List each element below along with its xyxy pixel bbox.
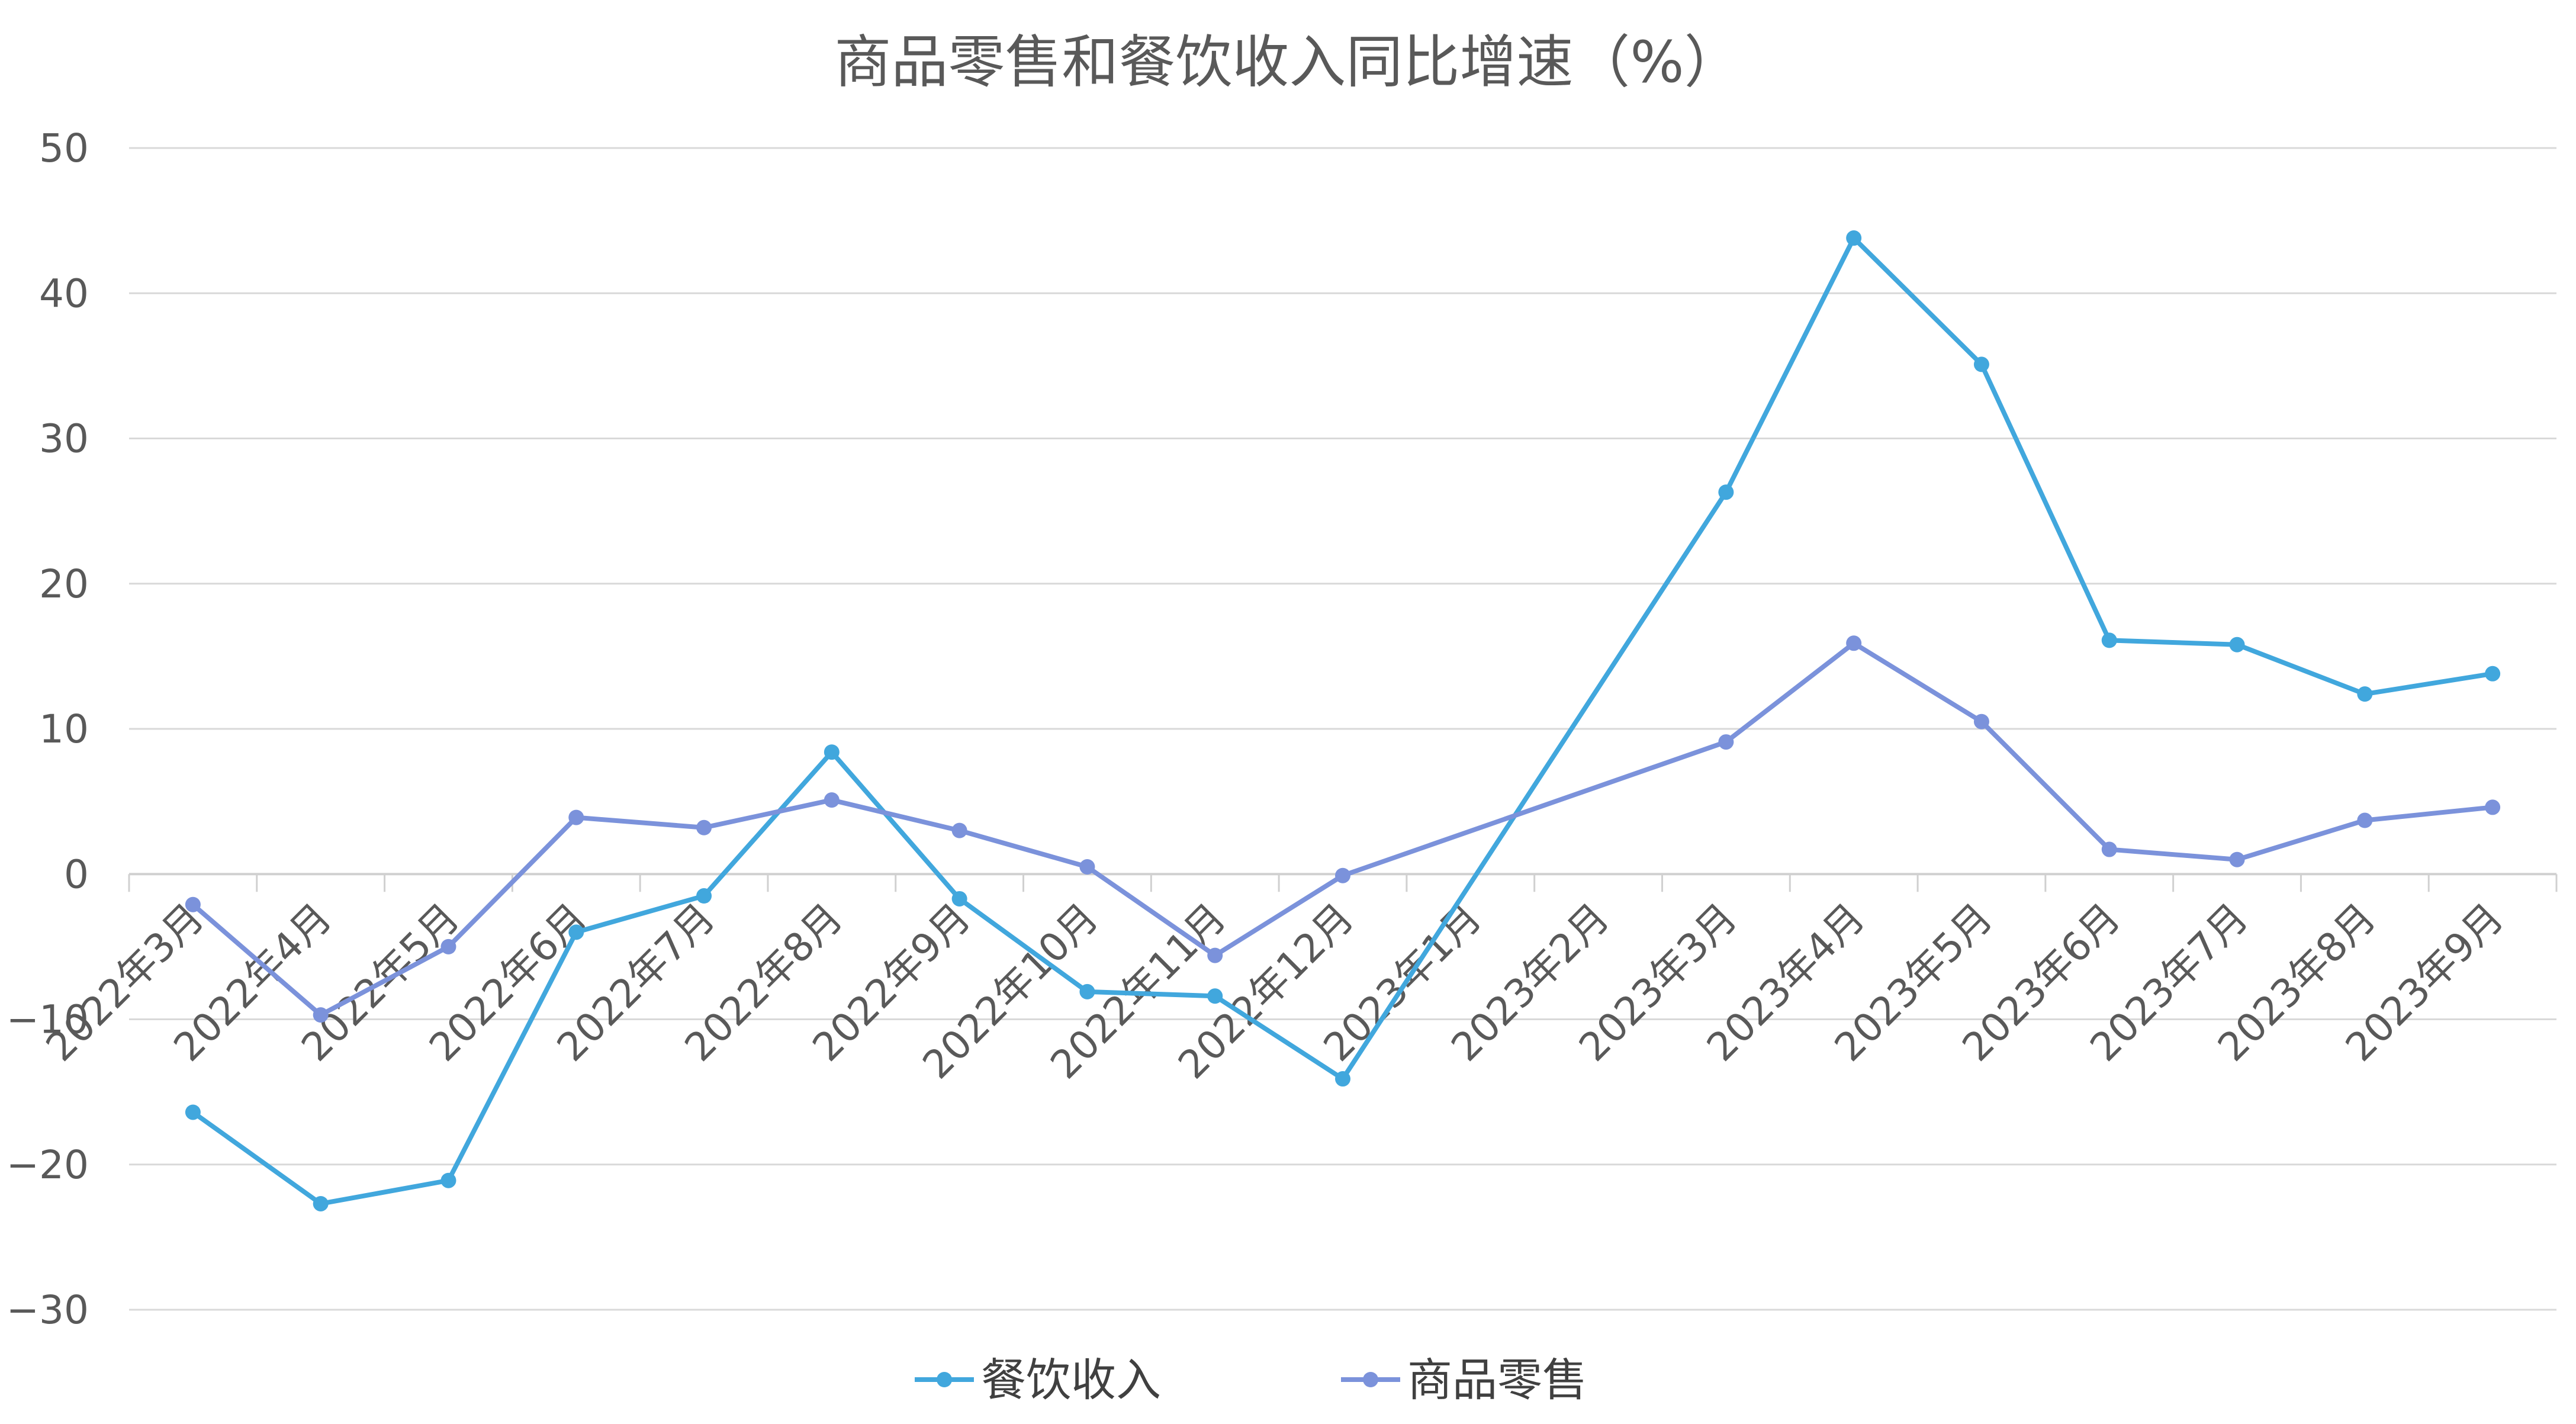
chart-title: 商品零售和餐饮收入同比增速（%） bbox=[834, 29, 1741, 95]
y-tick-label: 0 bbox=[64, 851, 89, 897]
data-point bbox=[696, 819, 712, 835]
data-point bbox=[1718, 484, 1734, 500]
data-point bbox=[440, 938, 456, 954]
legend-label: 餐饮收入 bbox=[981, 1354, 1161, 1406]
data-point bbox=[824, 744, 840, 760]
grid-lines bbox=[129, 147, 2556, 1311]
data-point bbox=[824, 792, 840, 808]
data-point bbox=[185, 896, 201, 912]
data-point bbox=[2101, 841, 2117, 857]
data-point bbox=[2485, 666, 2501, 682]
data-point bbox=[2229, 851, 2245, 867]
y-tick-label: 20 bbox=[39, 561, 89, 607]
data-point bbox=[1335, 1071, 1350, 1087]
data-point bbox=[1207, 947, 1223, 963]
data-point bbox=[696, 888, 712, 904]
y-tick-label: 50 bbox=[39, 126, 89, 171]
legend-marker bbox=[937, 1372, 952, 1387]
data-point bbox=[2357, 686, 2373, 702]
y-tick-label: 30 bbox=[39, 416, 89, 462]
data-point bbox=[1079, 983, 1095, 999]
data-point bbox=[185, 1104, 201, 1120]
legend-label: 商品零售 bbox=[1407, 1354, 1587, 1406]
data-point bbox=[1846, 230, 1862, 246]
data-point bbox=[2101, 632, 2117, 648]
data-point bbox=[2485, 799, 2501, 815]
data-point bbox=[1079, 859, 1095, 875]
data-point bbox=[2229, 637, 2245, 652]
data-point bbox=[951, 891, 967, 907]
y-tick-label: 10 bbox=[39, 706, 89, 752]
data-point bbox=[1973, 356, 1989, 372]
data-point bbox=[1973, 713, 1989, 729]
legend-marker bbox=[1363, 1372, 1378, 1387]
data-point bbox=[951, 822, 967, 838]
data-point bbox=[568, 924, 584, 940]
data-point bbox=[568, 809, 584, 825]
y-tick-label: 40 bbox=[39, 271, 89, 316]
data-point bbox=[1335, 867, 1350, 883]
data-point bbox=[1846, 635, 1862, 651]
data-point bbox=[1207, 988, 1223, 1004]
y-axis: −30 −20 −10 0 10 20 30 40 50 bbox=[7, 126, 89, 1333]
legend: 餐饮收入 商品零售 bbox=[915, 1354, 1587, 1406]
y-tick-label: −20 bbox=[7, 1142, 89, 1188]
data-point bbox=[440, 1172, 456, 1188]
data-point bbox=[1718, 734, 1734, 750]
data-point bbox=[313, 1195, 329, 1211]
y-tick-label: −10 bbox=[7, 997, 89, 1043]
data-point bbox=[2357, 812, 2373, 828]
data-point bbox=[313, 1007, 329, 1023]
y-tick-label: −30 bbox=[7, 1287, 89, 1333]
series-lines bbox=[185, 230, 2501, 1211]
